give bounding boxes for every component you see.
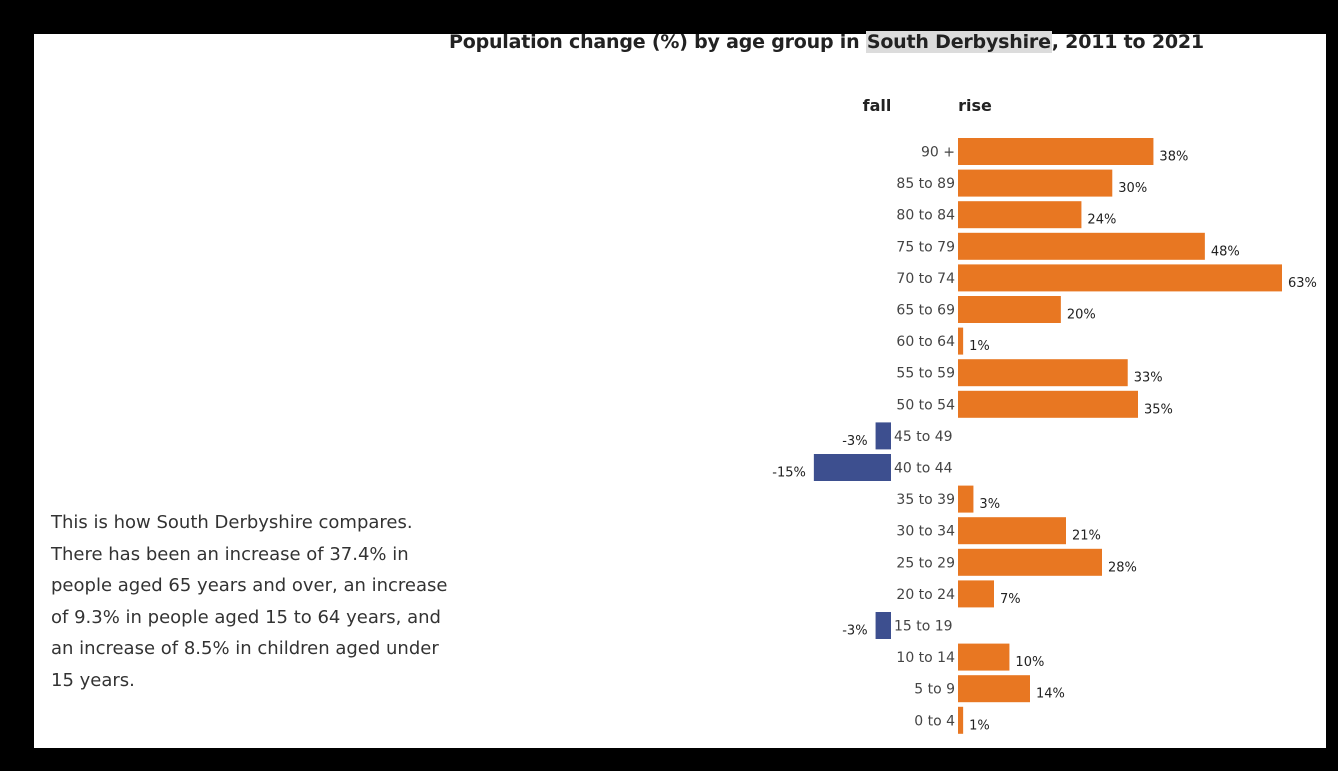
age-label-45-to-49: 45 to 49	[894, 429, 953, 445]
title-area-highlight: South Derbyshire	[865, 31, 1052, 53]
bar-5-to-9	[958, 675, 1030, 703]
age-label-75-to-79: 75 to 79	[896, 239, 955, 255]
bar-80-to-84	[958, 201, 1082, 229]
age-label-55-to-59: 55 to 59	[896, 366, 955, 382]
bar-0-to-4	[958, 706, 964, 734]
age-label-35-to-39: 35 to 39	[896, 492, 955, 508]
value-label-65-to-69: 20%	[1067, 308, 1096, 323]
value-label-90: 38%	[1159, 150, 1188, 165]
title-part-1: Population change (%) by age group in	[449, 31, 866, 53]
fall-header: fall	[863, 96, 892, 115]
value-label-10-to-14: 10%	[1015, 655, 1044, 670]
rise-header: rise	[958, 96, 992, 115]
age-label-40-to-44: 40 to 44	[894, 461, 953, 477]
bar-40-to-44	[813, 454, 891, 481]
value-label-85-to-89: 30%	[1118, 181, 1147, 196]
chart-title: Population change (%) by age group in So…	[449, 31, 1204, 53]
age-label-90: 90 +	[921, 145, 955, 161]
age-label-85-to-89: 85 to 89	[896, 176, 955, 192]
bar-35-to-39	[958, 485, 974, 513]
bar-55-to-59	[958, 359, 1128, 387]
bar-15-to-19	[875, 612, 891, 639]
bar-90	[958, 138, 1154, 165]
age-label-70-to-74: 70 to 74	[896, 271, 955, 287]
age-label-15-to-19: 15 to 19	[894, 619, 953, 635]
value-label-20-to-24: 7%	[1000, 592, 1021, 607]
value-label-40-to-44: -15%	[772, 466, 806, 481]
age-label-5-to-9: 5 to 9	[914, 682, 955, 698]
bar-65-to-69	[958, 296, 1061, 323]
value-label-50-to-54: 35%	[1144, 402, 1173, 417]
title-part-3: , 2011 to 2021	[1051, 31, 1204, 53]
value-label-30-to-34: 21%	[1072, 529, 1101, 544]
bar-50-to-54	[958, 390, 1138, 418]
bar-75-to-79	[958, 232, 1205, 260]
bar-70-to-74	[958, 264, 1282, 292]
age-label-60-to-64: 60 to 64	[896, 334, 955, 350]
description-text: This is how South Derbyshire compares. T…	[51, 512, 448, 691]
value-label-15-to-19: -3%	[842, 624, 867, 639]
age-label-20-to-24: 20 to 24	[896, 587, 955, 603]
age-label-80-to-84: 80 to 84	[896, 208, 955, 224]
age-label-25-to-29: 25 to 29	[896, 555, 955, 571]
bar-45-to-49	[875, 422, 891, 450]
bar-85-to-89	[958, 169, 1113, 197]
value-label-45-to-49: -3%	[842, 434, 867, 449]
value-label-75-to-79: 48%	[1211, 244, 1240, 259]
value-label-55-to-59: 33%	[1134, 371, 1163, 386]
value-label-80-to-84: 24%	[1087, 213, 1116, 228]
bar-25-to-29	[958, 548, 1102, 576]
age-label-10-to-14: 10 to 14	[896, 650, 955, 666]
bar-20-to-24	[958, 580, 994, 608]
bar-60-to-64	[958, 327, 964, 355]
value-label-0-to-4: 1%	[969, 718, 990, 733]
age-label-30-to-34: 30 to 34	[896, 524, 955, 540]
age-label-0-to-4: 0 to 4	[914, 713, 955, 729]
value-label-25-to-29: 28%	[1108, 560, 1137, 575]
value-label-70-to-74: 63%	[1288, 276, 1317, 291]
age-label-50-to-54: 50 to 54	[896, 397, 955, 413]
value-label-5-to-9: 14%	[1036, 687, 1065, 702]
bar-10-to-14	[958, 643, 1010, 671]
value-label-60-to-64: 1%	[969, 339, 990, 354]
age-label-65-to-69: 65 to 69	[896, 303, 955, 319]
bar-30-to-34	[958, 517, 1066, 545]
value-label-35-to-39: 3%	[979, 497, 1000, 512]
